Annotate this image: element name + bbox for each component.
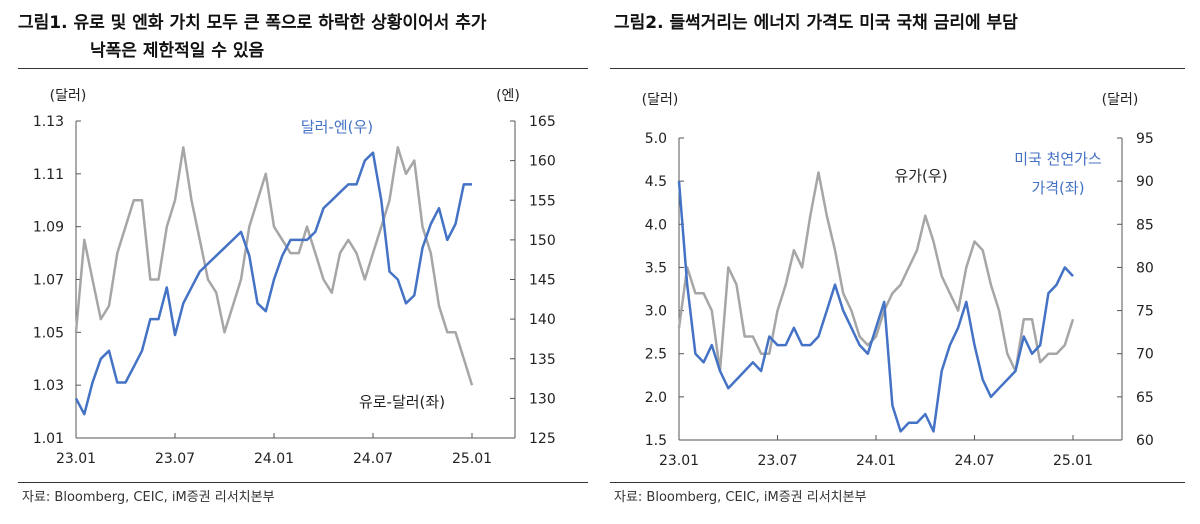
series-line-1 <box>677 181 1074 433</box>
right-tick-label: 90 <box>1136 174 1154 190</box>
series-line-1 <box>74 151 472 416</box>
right-tick-label: 130 <box>529 391 556 407</box>
left-tick-label: 1.07 <box>33 273 64 289</box>
left-tick-label: 2.0 <box>645 390 667 406</box>
figure2-title: 그림2. 들썩거리는 에너지 가격도 미국 국채 금리에 부담 <box>614 13 1018 33</box>
left-tick-label: 3.5 <box>645 260 667 276</box>
right-axis-unit: (달러) <box>1102 92 1139 108</box>
left-tick-label: 4.0 <box>645 217 667 233</box>
series-line-0 <box>677 171 1075 373</box>
left-tick-label: 1.05 <box>33 325 64 341</box>
x-tick-label: 24.07 <box>353 451 393 467</box>
x-tick-label: 23.01 <box>56 451 96 467</box>
right-tick-label: 160 <box>529 154 556 170</box>
x-tick-label: 25.01 <box>452 451 492 467</box>
left-tick-label: 1.11 <box>33 167 64 183</box>
left-axis-unit: (달러) <box>50 88 87 104</box>
right-tick-label: 85 <box>1136 217 1154 233</box>
series-line-0 <box>74 146 474 386</box>
left-tick-label: 3.0 <box>645 304 667 320</box>
right-tick-label: 140 <box>529 312 556 328</box>
right-tick-label: 80 <box>1136 260 1154 276</box>
figure1-top-rule <box>18 68 588 69</box>
left-tick-label: 1.01 <box>33 431 64 447</box>
series-label-gas-line1: 미국 천연가스 <box>1014 150 1102 168</box>
series-label-eurusd: 유로-달러(좌) <box>359 393 445 411</box>
right-tick-label: 95 <box>1136 131 1154 147</box>
series-label-oil: 유가(우) <box>894 167 947 185</box>
left-tick-label: 1.5 <box>645 433 667 449</box>
x-tick-label: 24.07 <box>954 453 994 469</box>
figure2-bottom-rule <box>610 482 1185 483</box>
left-tick-label: 2.5 <box>645 347 667 363</box>
left-tick-label: 1.13 <box>33 114 64 130</box>
series-label-gas-line2: 가격(좌) <box>1031 179 1084 197</box>
left-tick-label: 1.09 <box>33 220 64 236</box>
figure1-source: 자료: Bloomberg, CEIC, iM증권 리서치본부 <box>22 490 275 505</box>
right-tick-label: 145 <box>529 273 556 289</box>
right-tick-label: 155 <box>529 193 556 209</box>
left-axis-unit: (달러) <box>642 92 679 108</box>
right-tick-label: 125 <box>529 431 556 447</box>
figure2-source: 자료: Bloomberg, CEIC, iM증권 리서치본부 <box>614 490 867 505</box>
x-tick-label: 24.01 <box>254 451 294 467</box>
right-tick-label: 75 <box>1136 304 1154 320</box>
x-tick-label: 23.07 <box>155 451 195 467</box>
left-tick-label: 4.5 <box>645 174 667 190</box>
right-tick-label: 150 <box>529 233 556 249</box>
right-tick-label: 135 <box>529 352 556 368</box>
left-tick-label: 5.0 <box>645 131 667 147</box>
x-tick-label: 25.01 <box>1053 453 1093 469</box>
x-tick-label: 23.01 <box>659 453 699 469</box>
figure2-top-rule <box>610 68 1185 69</box>
right-tick-label: 70 <box>1136 347 1154 363</box>
x-tick-label: 24.01 <box>856 453 896 469</box>
figure1-title-line1: 그림1. 유로 및 엔화 가치 모두 큰 폭으로 하락한 상황이어서 추가 <box>18 13 487 33</box>
right-axis-unit: (엔) <box>496 88 520 104</box>
chart-2: 1.5 2.0 2.5 3.0 3.5 4.0 4.5 5.0 60 65 70 75 80 85 90 95… <box>642 92 1154 469</box>
figure1-title-line2: 낙폭은 제한적일 수 있음 <box>90 41 265 61</box>
right-tick-label: 60 <box>1136 433 1154 449</box>
chart-1: 1.01 1.03 1.05 1.07 1.09 1.11 1.13 125 130 135 140… <box>33 88 556 467</box>
series-label-usdjpy: 달러-엔(우) <box>301 118 373 136</box>
x-tick-label: 23.07 <box>757 453 797 469</box>
left-tick-label: 1.03 <box>33 378 64 394</box>
right-tick-label: 165 <box>529 114 556 130</box>
right-tick-label: 65 <box>1136 390 1154 406</box>
figure1-bottom-rule <box>18 482 588 483</box>
